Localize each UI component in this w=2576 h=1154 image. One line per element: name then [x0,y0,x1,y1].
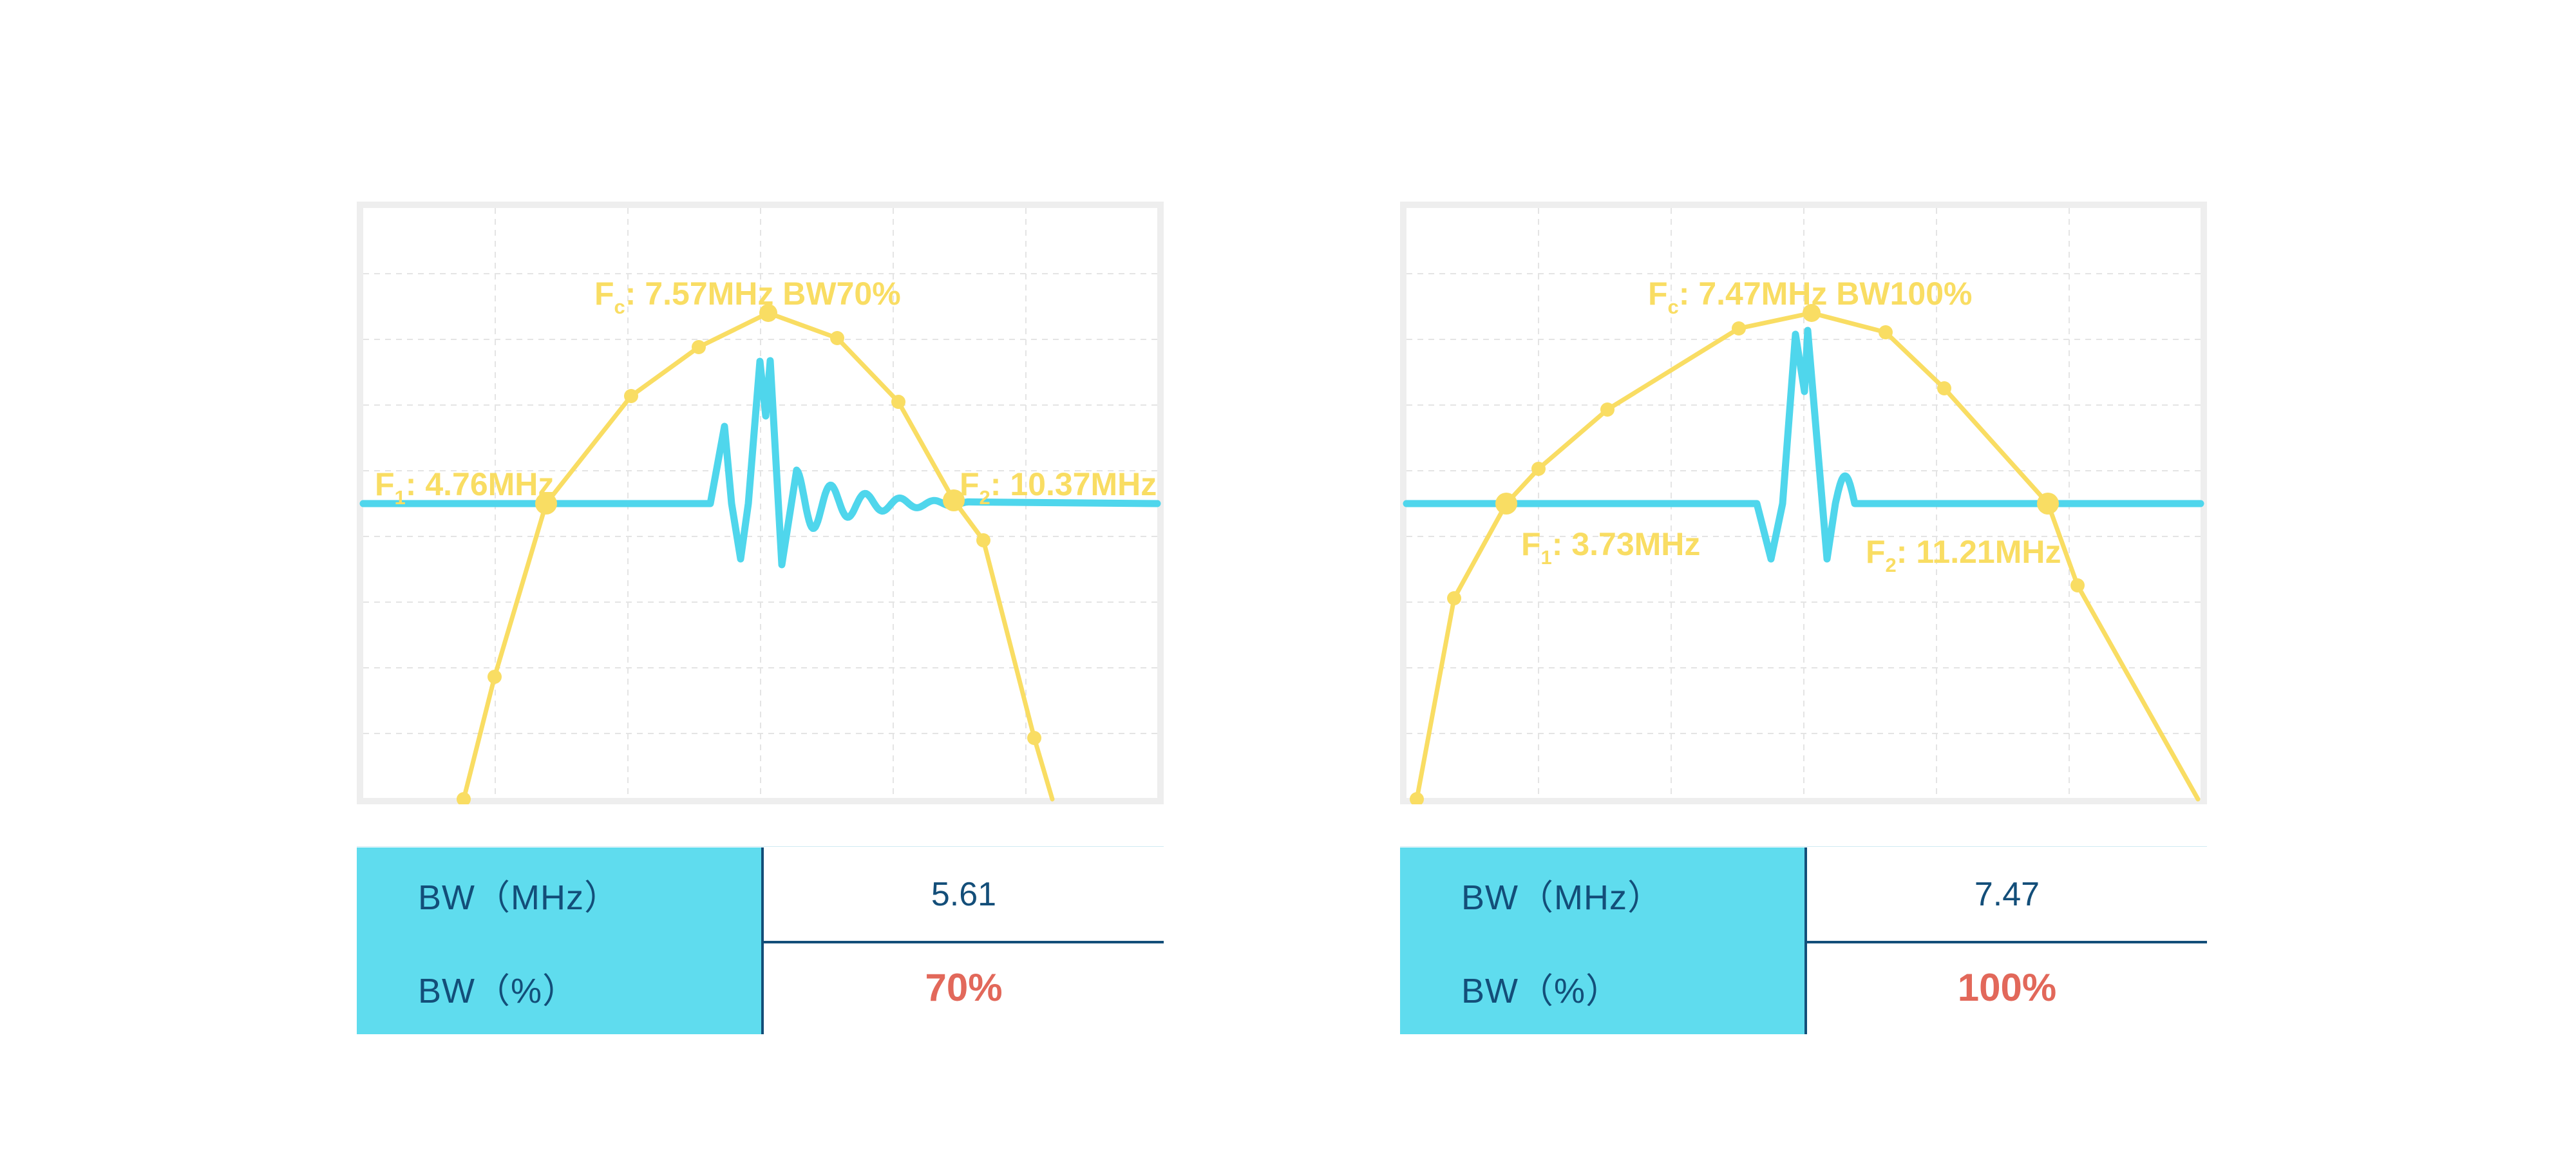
svg-text:F2: 11.21MHz: F2: 11.21MHz [1866,534,2061,576]
svg-text:Fc: 7.57MHz BW70%: Fc: 7.57MHz BW70% [594,276,901,318]
svg-text:F1: 3.73MHz: F1: 3.73MHz [1521,526,1700,569]
